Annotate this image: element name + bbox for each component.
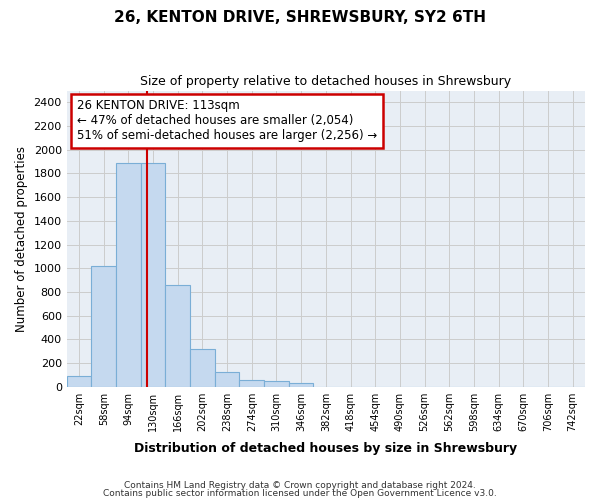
Bar <box>116 163 141 386</box>
Bar <box>239 380 264 386</box>
Bar <box>67 376 91 386</box>
Y-axis label: Number of detached properties: Number of detached properties <box>15 146 28 332</box>
Bar <box>141 163 166 386</box>
Bar <box>190 349 215 387</box>
Bar <box>215 372 239 386</box>
Text: 26, KENTON DRIVE, SHREWSBURY, SY2 6TH: 26, KENTON DRIVE, SHREWSBURY, SY2 6TH <box>114 10 486 25</box>
X-axis label: Distribution of detached houses by size in Shrewsbury: Distribution of detached houses by size … <box>134 442 517 455</box>
Text: Contains public sector information licensed under the Open Government Licence v3: Contains public sector information licen… <box>103 488 497 498</box>
Title: Size of property relative to detached houses in Shrewsbury: Size of property relative to detached ho… <box>140 75 511 88</box>
Text: Contains HM Land Registry data © Crown copyright and database right 2024.: Contains HM Land Registry data © Crown c… <box>124 481 476 490</box>
Bar <box>264 382 289 386</box>
Bar <box>91 266 116 386</box>
Text: 26 KENTON DRIVE: 113sqm
← 47% of detached houses are smaller (2,054)
51% of semi: 26 KENTON DRIVE: 113sqm ← 47% of detache… <box>77 100 377 142</box>
Bar <box>289 382 313 386</box>
Bar <box>166 285 190 386</box>
